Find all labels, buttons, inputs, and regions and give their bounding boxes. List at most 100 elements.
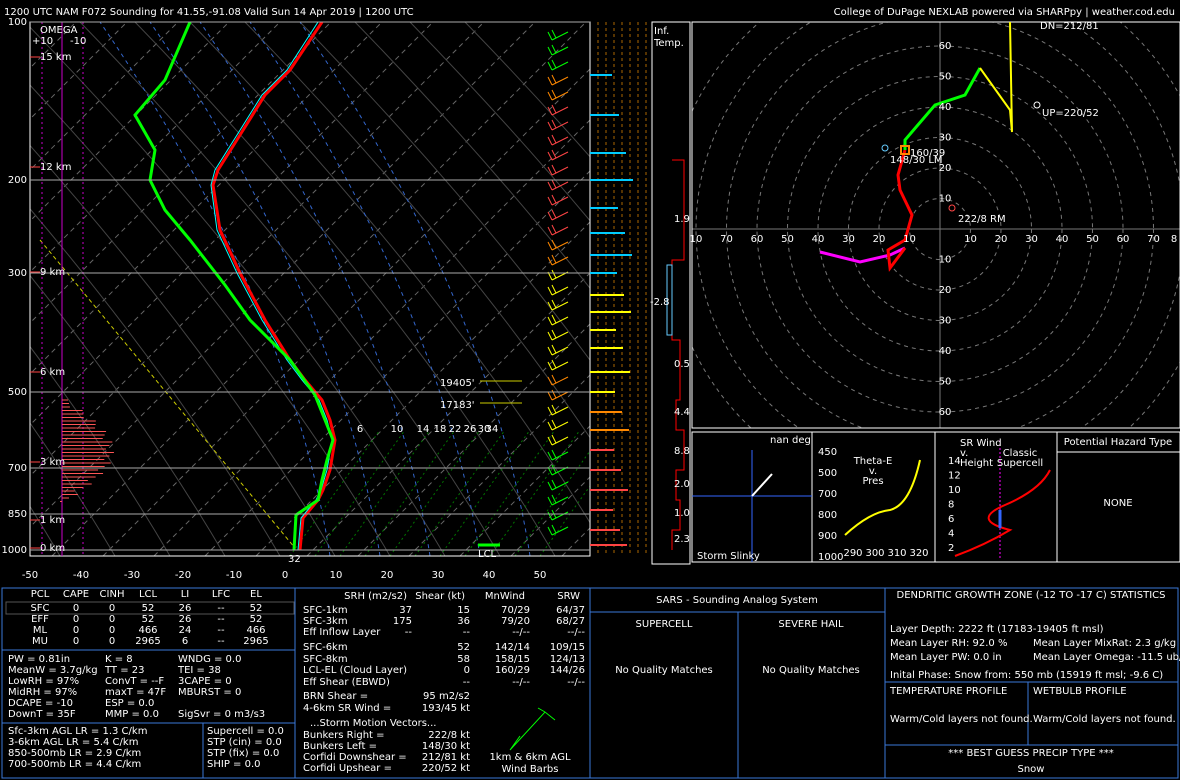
wind-barb (547, 314, 569, 326)
hodo-segment (886, 149, 914, 272)
kinematic-cell: --/-- (567, 677, 585, 688)
thermo-cell: 2965 (135, 636, 160, 647)
isotherm (30, 22, 230, 222)
kinematic-stat-value: 212/81 kt (422, 752, 470, 763)
dgz-title: DENDRITIC GROWTH ZONE (-12 TO -17 C) STA… (897, 590, 1166, 601)
wind-barb (547, 119, 569, 131)
kinematic-cell: -- (463, 627, 471, 638)
kinematic-header: SRH (m2/s2) (344, 591, 407, 602)
dry-adiabat (464, 22, 590, 158)
ring-label: 20 (939, 163, 952, 174)
dry-adiabat (299, 22, 590, 361)
temperature-label: -10 (226, 570, 242, 581)
thermo-cell: -- (217, 636, 225, 647)
kinematic-cell: SFC-8km (303, 654, 348, 665)
thermo-cell: 466 (246, 625, 265, 636)
thermo-index: DCAPE = -10 (8, 698, 73, 709)
thermo-index: TEI = 38 (177, 665, 221, 676)
kinematic-cell: -- (463, 677, 471, 688)
title: 1200 UTC NAM F072 Sounding for 41.55,-91… (4, 7, 414, 18)
mixing-ratio-line (514, 450, 590, 556)
hodo-marker (900, 145, 910, 155)
thermo-cell: 52 (142, 603, 155, 614)
skewt-background (30, 22, 590, 556)
temperature-label: 0 (282, 570, 288, 581)
kinematic-cell: 70/29 (501, 605, 530, 616)
theta-e-x-label: 310 (887, 548, 906, 559)
ring-label: 40 (939, 346, 952, 357)
hodograph-frame (691, 21, 1180, 429)
sars-heading: SUPERCELL (636, 619, 693, 630)
ring-label: 70 (720, 234, 733, 245)
sr-wind-y-label: 8 (948, 500, 954, 511)
inset-frames (691, 431, 1180, 563)
temperature-label: -40 (73, 570, 89, 581)
sr-wind-note: Supercell (997, 458, 1043, 469)
wind-barb (547, 284, 569, 296)
omega-tick: +10 (32, 36, 53, 47)
thermo-cell: ML (33, 625, 48, 636)
wind-barb (547, 269, 569, 281)
kinematic-cell: Eff Shear (EBWD) (303, 677, 390, 688)
ring-label: 10 (939, 255, 952, 266)
mixing-ratio-line (389, 429, 481, 556)
ring-label: 30 (1025, 234, 1038, 245)
inferred-temp-value: 1.0 (674, 508, 690, 519)
theta-e-title: Theta-E (853, 456, 893, 467)
dry-adiabat (30, 422, 116, 556)
mixing-ratio-label: 26 (464, 424, 477, 435)
mixing-ratio-line (539, 485, 590, 556)
ring-label: 30 (939, 133, 952, 144)
theta-e-x-label: 300 (865, 548, 884, 559)
thermo-header: LCL (139, 589, 158, 600)
temperature-label: 30 (432, 570, 445, 581)
hodo-segment (819, 246, 906, 264)
dry-adiabat (30, 208, 281, 556)
sr-wind-column (590, 22, 647, 556)
thermo-cell: 26 (179, 614, 192, 625)
thermo-cell: 0 (73, 625, 79, 636)
thermo-cell: 0 (109, 625, 115, 636)
kinematic-cell: 79/20 (501, 616, 530, 627)
inferred-temp-value: 8.8 (674, 446, 690, 457)
wind-barb (547, 164, 569, 176)
mixing-ratio-label: 14 (417, 424, 430, 435)
hodo-marker (1033, 101, 1041, 109)
kinematic-cell: 58 (457, 654, 470, 665)
dry-adiabat (30, 26, 446, 556)
kinematic-stat-value: 193/45 kt (422, 703, 470, 714)
moist-adiabat (249, 22, 481, 556)
temperature-label: 20 (381, 570, 394, 581)
thermo-cell: -- (217, 603, 225, 614)
composite-index: STP (fix) = 0.0 (207, 748, 279, 759)
dry-adiabat (189, 22, 590, 524)
sars-title: SARS - Sounding Analog System (656, 595, 818, 606)
thermo-cell: -- (217, 614, 225, 625)
thermo-cell: 0 (109, 614, 115, 625)
dgz-phase: Inital Phase: Snow from: 550 mb (15919 f… (890, 670, 1163, 681)
hodo-annotation: 160/39 (910, 148, 945, 159)
wind-barb (547, 344, 569, 356)
hodo-annotation: UP=220/52 (1042, 108, 1099, 119)
height-label: 15 km (40, 52, 71, 63)
sars-heading: SEVERE HAIL (778, 619, 844, 630)
dry-adiabat (134, 22, 556, 556)
thermo-index: TT = 23 (104, 665, 145, 676)
composite-index: Supercell = 0.0 (207, 726, 284, 737)
mixing-ratio-label: 22 (449, 424, 462, 435)
ring-label: 10 (939, 194, 952, 205)
dry-adiabat (409, 22, 590, 222)
thermo-header: CINH (100, 589, 125, 600)
thermo-cell: 26 (179, 603, 192, 614)
sr-wind-y-label: 2 (948, 543, 954, 554)
thermo-header: CAPE (63, 589, 89, 600)
precip-type: Snow (1018, 764, 1045, 775)
theta-e-y-label: 1000 (818, 552, 843, 563)
height-label: 12 km (40, 162, 71, 173)
temperature-label: 10 (330, 570, 343, 581)
lapse-rate: 850-500mb LR = 2.9 C/km (8, 748, 141, 759)
sr-wind-note: Classic (1003, 448, 1038, 459)
wind-barb (547, 29, 569, 41)
dewpoint-trace (133, 22, 335, 551)
